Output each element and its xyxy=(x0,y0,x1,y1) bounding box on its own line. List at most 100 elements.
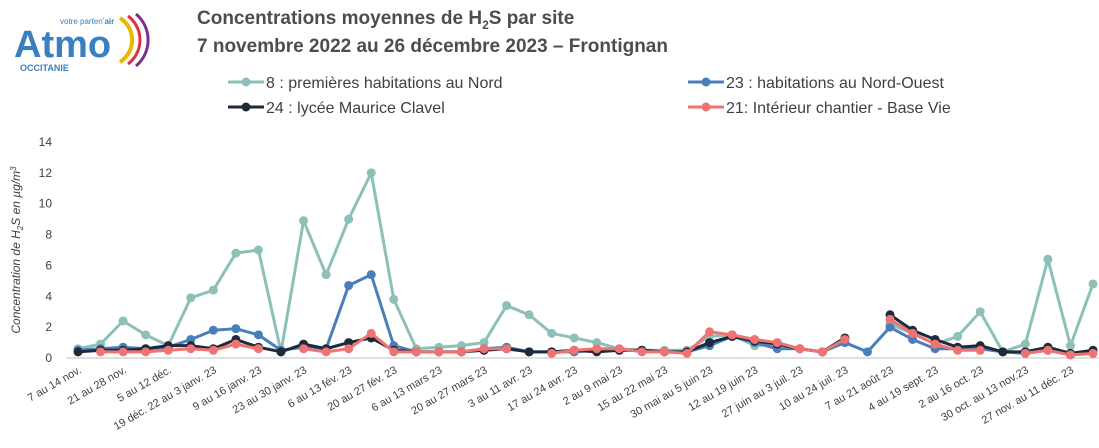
point xyxy=(186,334,196,344)
point xyxy=(366,270,376,280)
logo-tagline-a: votre partenʼ xyxy=(60,17,105,26)
point xyxy=(208,345,218,355)
point xyxy=(208,285,218,295)
point xyxy=(569,333,579,343)
y-tick-label: 10 xyxy=(39,197,53,211)
point xyxy=(614,344,624,354)
point xyxy=(208,325,218,335)
point xyxy=(885,322,895,332)
legend-marker xyxy=(241,77,251,87)
point xyxy=(772,338,782,348)
point xyxy=(231,339,241,349)
title-part: Concentrations moyennes de H xyxy=(197,8,482,29)
legend-label: 21: Intérieur chantier - Base Vie xyxy=(726,100,951,117)
logo-tagline: votre partenʼair xyxy=(60,17,114,26)
legend-label: 8 : premières habitations au Nord xyxy=(266,75,503,92)
point xyxy=(118,316,128,326)
point xyxy=(299,216,309,226)
point xyxy=(975,307,985,317)
point xyxy=(750,334,760,344)
point xyxy=(344,338,354,348)
point xyxy=(1088,348,1098,358)
y-tick-label: 12 xyxy=(39,166,53,180)
point xyxy=(299,344,309,354)
logo-arc xyxy=(118,16,135,64)
point xyxy=(817,347,827,357)
point xyxy=(1043,345,1053,355)
point xyxy=(1065,350,1075,360)
point xyxy=(366,168,376,178)
point xyxy=(321,347,331,357)
point xyxy=(411,347,421,357)
point xyxy=(524,310,534,320)
point xyxy=(1020,339,1030,349)
point xyxy=(592,338,602,348)
series-line xyxy=(889,313,1094,355)
point xyxy=(231,248,241,258)
point xyxy=(502,344,512,354)
point xyxy=(975,345,985,355)
point xyxy=(1065,341,1075,351)
chart-subtitle: 7 novembre 2022 au 26 décembre 2023 – Fr… xyxy=(197,36,668,57)
point xyxy=(253,245,263,255)
point xyxy=(1043,254,1053,264)
series-line xyxy=(77,171,846,354)
logo-region: OCCITANIE xyxy=(20,63,69,73)
point xyxy=(73,347,83,357)
point xyxy=(253,330,263,340)
point xyxy=(456,347,466,357)
point xyxy=(344,214,354,224)
series-line xyxy=(1025,348,1094,357)
logo-arc xyxy=(127,14,142,66)
y-axis-label: Concentration de H2S en µg/m3 xyxy=(9,166,25,334)
point xyxy=(547,328,557,338)
legend-marker xyxy=(241,102,251,112)
legend-label: 23 : habitations au Nord-Ouest xyxy=(726,75,944,92)
point xyxy=(727,330,737,340)
point xyxy=(96,347,106,357)
title-sub: 2 xyxy=(482,18,489,32)
point xyxy=(885,314,895,324)
point xyxy=(344,344,354,354)
point xyxy=(389,347,399,357)
logo-name: Atmo xyxy=(14,24,111,66)
point xyxy=(276,347,286,357)
legend-marker xyxy=(701,102,711,112)
point xyxy=(163,345,173,355)
logo-arc xyxy=(135,12,150,68)
legend-label: 24 : lycée Maurice Clavel xyxy=(266,100,445,117)
point xyxy=(141,330,151,340)
logo-tagline-b: air xyxy=(104,17,114,26)
point xyxy=(930,339,940,349)
point xyxy=(592,344,602,354)
y-tick-label: 6 xyxy=(45,258,52,272)
point xyxy=(682,348,692,358)
chart-title: Concentrations moyennes de H2S par site xyxy=(197,8,574,32)
legend-marker xyxy=(701,77,711,87)
point xyxy=(253,344,263,354)
y-tick-label: 8 xyxy=(45,228,52,242)
x-tick-label: 27 juin au 3 juil. 23 xyxy=(720,364,805,420)
ylabel-part: Concentration de H xyxy=(9,230,23,334)
point xyxy=(479,338,489,348)
point xyxy=(434,347,444,357)
point xyxy=(840,334,850,344)
point xyxy=(118,347,128,357)
point xyxy=(547,348,557,358)
point xyxy=(705,327,715,337)
point xyxy=(1088,279,1098,289)
point xyxy=(953,345,963,355)
ylabel-sub: 2 xyxy=(16,225,25,231)
x-tick-label: 20 au 27 mars 23 xyxy=(409,364,489,417)
point xyxy=(862,347,872,357)
point xyxy=(502,301,512,311)
point xyxy=(637,347,647,357)
point xyxy=(366,328,376,338)
logo: votre partenʼair Atmo OCCITANIE xyxy=(14,12,150,73)
point xyxy=(998,347,1008,357)
point xyxy=(456,341,466,351)
point xyxy=(569,345,579,355)
point xyxy=(795,344,805,354)
point xyxy=(479,344,489,354)
